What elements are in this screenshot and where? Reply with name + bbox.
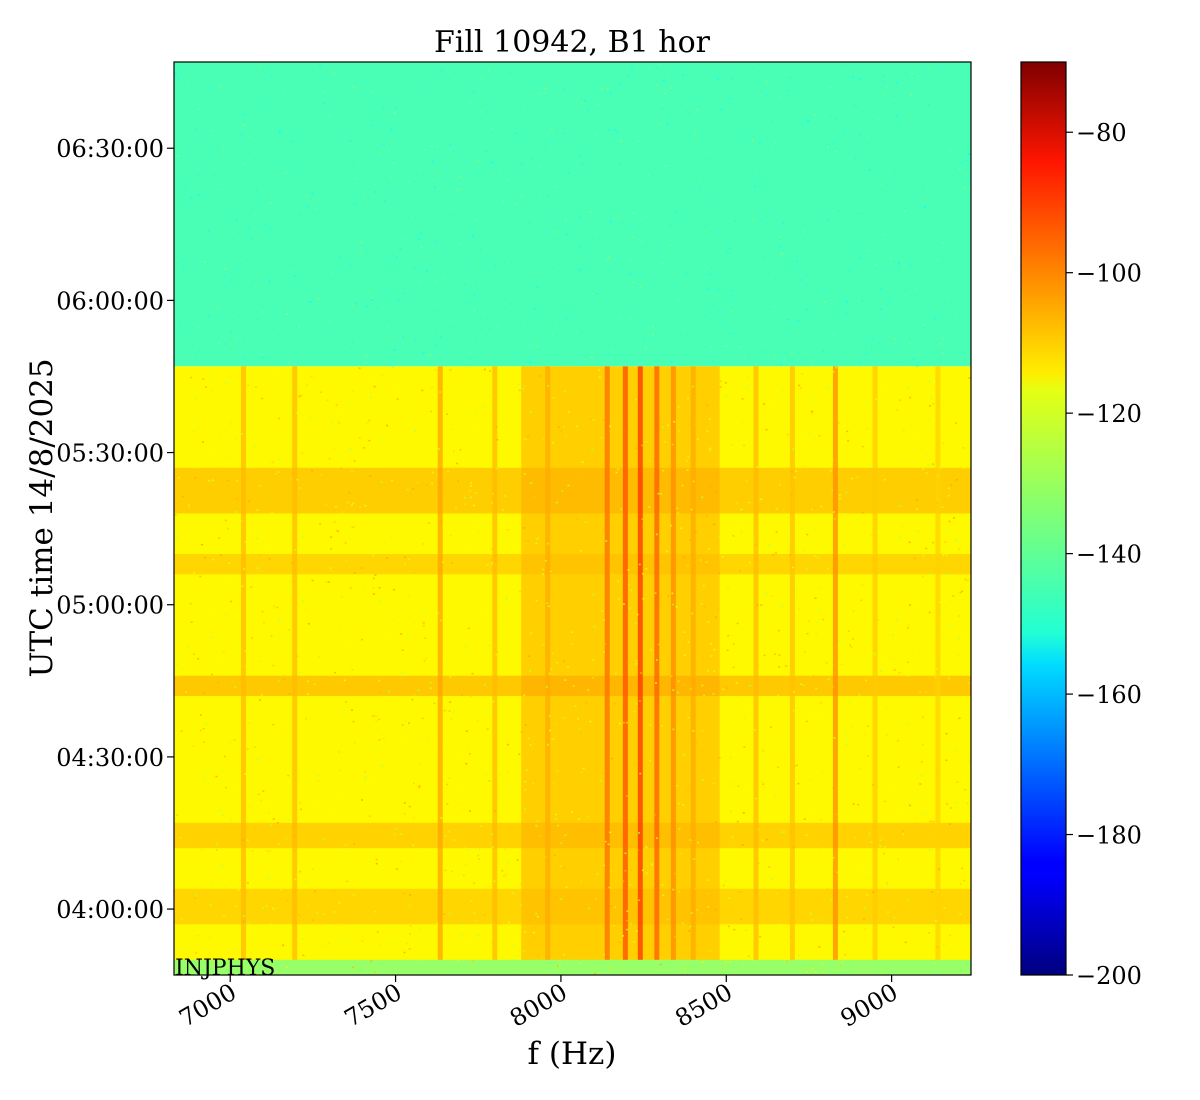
chart-title: Fill 10942, B1 hor [434,25,711,60]
spectral-line-9 [654,366,660,975]
x-axis: 7000 7500 8000 8500 9000 [174,975,903,1033]
spectral-line-3 [437,366,443,975]
colorbar-tick-label-6: −180 [1076,822,1142,850]
y-tick-label-1: 04:00:00 [56,896,164,924]
bottom-strip [174,959,971,975]
y-tick-label-4: 05:30:00 [56,440,164,468]
spectral-line-6 [604,366,610,975]
y-axis: 04:00:00 04:30:00 05:00:00 05:30:00 06:00:00… [56,135,174,924]
spectral-line-13 [789,366,795,975]
y-tick-label-6: 06:30:00 [56,135,164,163]
colorbar-gradient [1020,61,1067,976]
spectral-line-14 [832,366,838,975]
y-tick-label-2: 04:30:00 [56,744,164,772]
spectral-line-10 [670,366,676,975]
y-tick-label-3: 05:00:00 [56,592,164,620]
x-tick-label-4: 8500 [670,978,737,1033]
spectral-line-15 [872,366,878,975]
x-tick-label-1: 7000 [174,978,241,1033]
spectral-line-8 [637,366,643,975]
spectral-line-11 [690,366,696,975]
annotation-injphys: INJPHYS [175,956,275,981]
region-beam-off [174,62,971,367]
colorbar-tick-label-2: −100 [1076,260,1142,288]
horizontal-band-3 [174,675,971,697]
spectral-line-4 [492,366,498,975]
colorbar: −80 −100 −120 −140 −160 −180 −200 [1020,61,1142,990]
hot-region [521,366,720,975]
colorbar-tick-label-1: −80 [1076,119,1127,147]
spectral-line-12 [753,366,759,975]
spectral-line-7 [622,366,628,975]
x-tick-label-5: 9000 [836,978,903,1033]
colorbar-tick-label-4: −140 [1076,541,1142,569]
colorbar-ticks: −80 −100 −120 −140 −160 −180 −200 [1066,119,1142,990]
plot-area [174,62,971,975]
x-tick-label-3: 8000 [505,978,572,1033]
colorbar-tick-label-7: −200 [1076,962,1142,990]
spectral-line-5 [545,366,551,975]
colorbar-tick-label-5: −160 [1076,681,1142,709]
colorbar-tick-label-3: −120 [1076,400,1142,428]
y-tick-label-5: 06:00:00 [56,287,164,315]
horizontal-band-1 [174,467,971,514]
spectral-line-16 [935,366,941,975]
plot-frame [173,61,972,976]
x-axis-label: f (Hz) [528,1036,617,1072]
x-tick-label-2: 7500 [340,978,407,1033]
spectral-line-2 [292,366,298,975]
horizontal-band-2 [174,554,971,575]
y-axis-label: UTC time 14/8/2025 [24,358,60,677]
spectral-line-1 [240,366,246,975]
noise-texture [174,62,971,975]
horizontal-band-4 [174,822,971,849]
